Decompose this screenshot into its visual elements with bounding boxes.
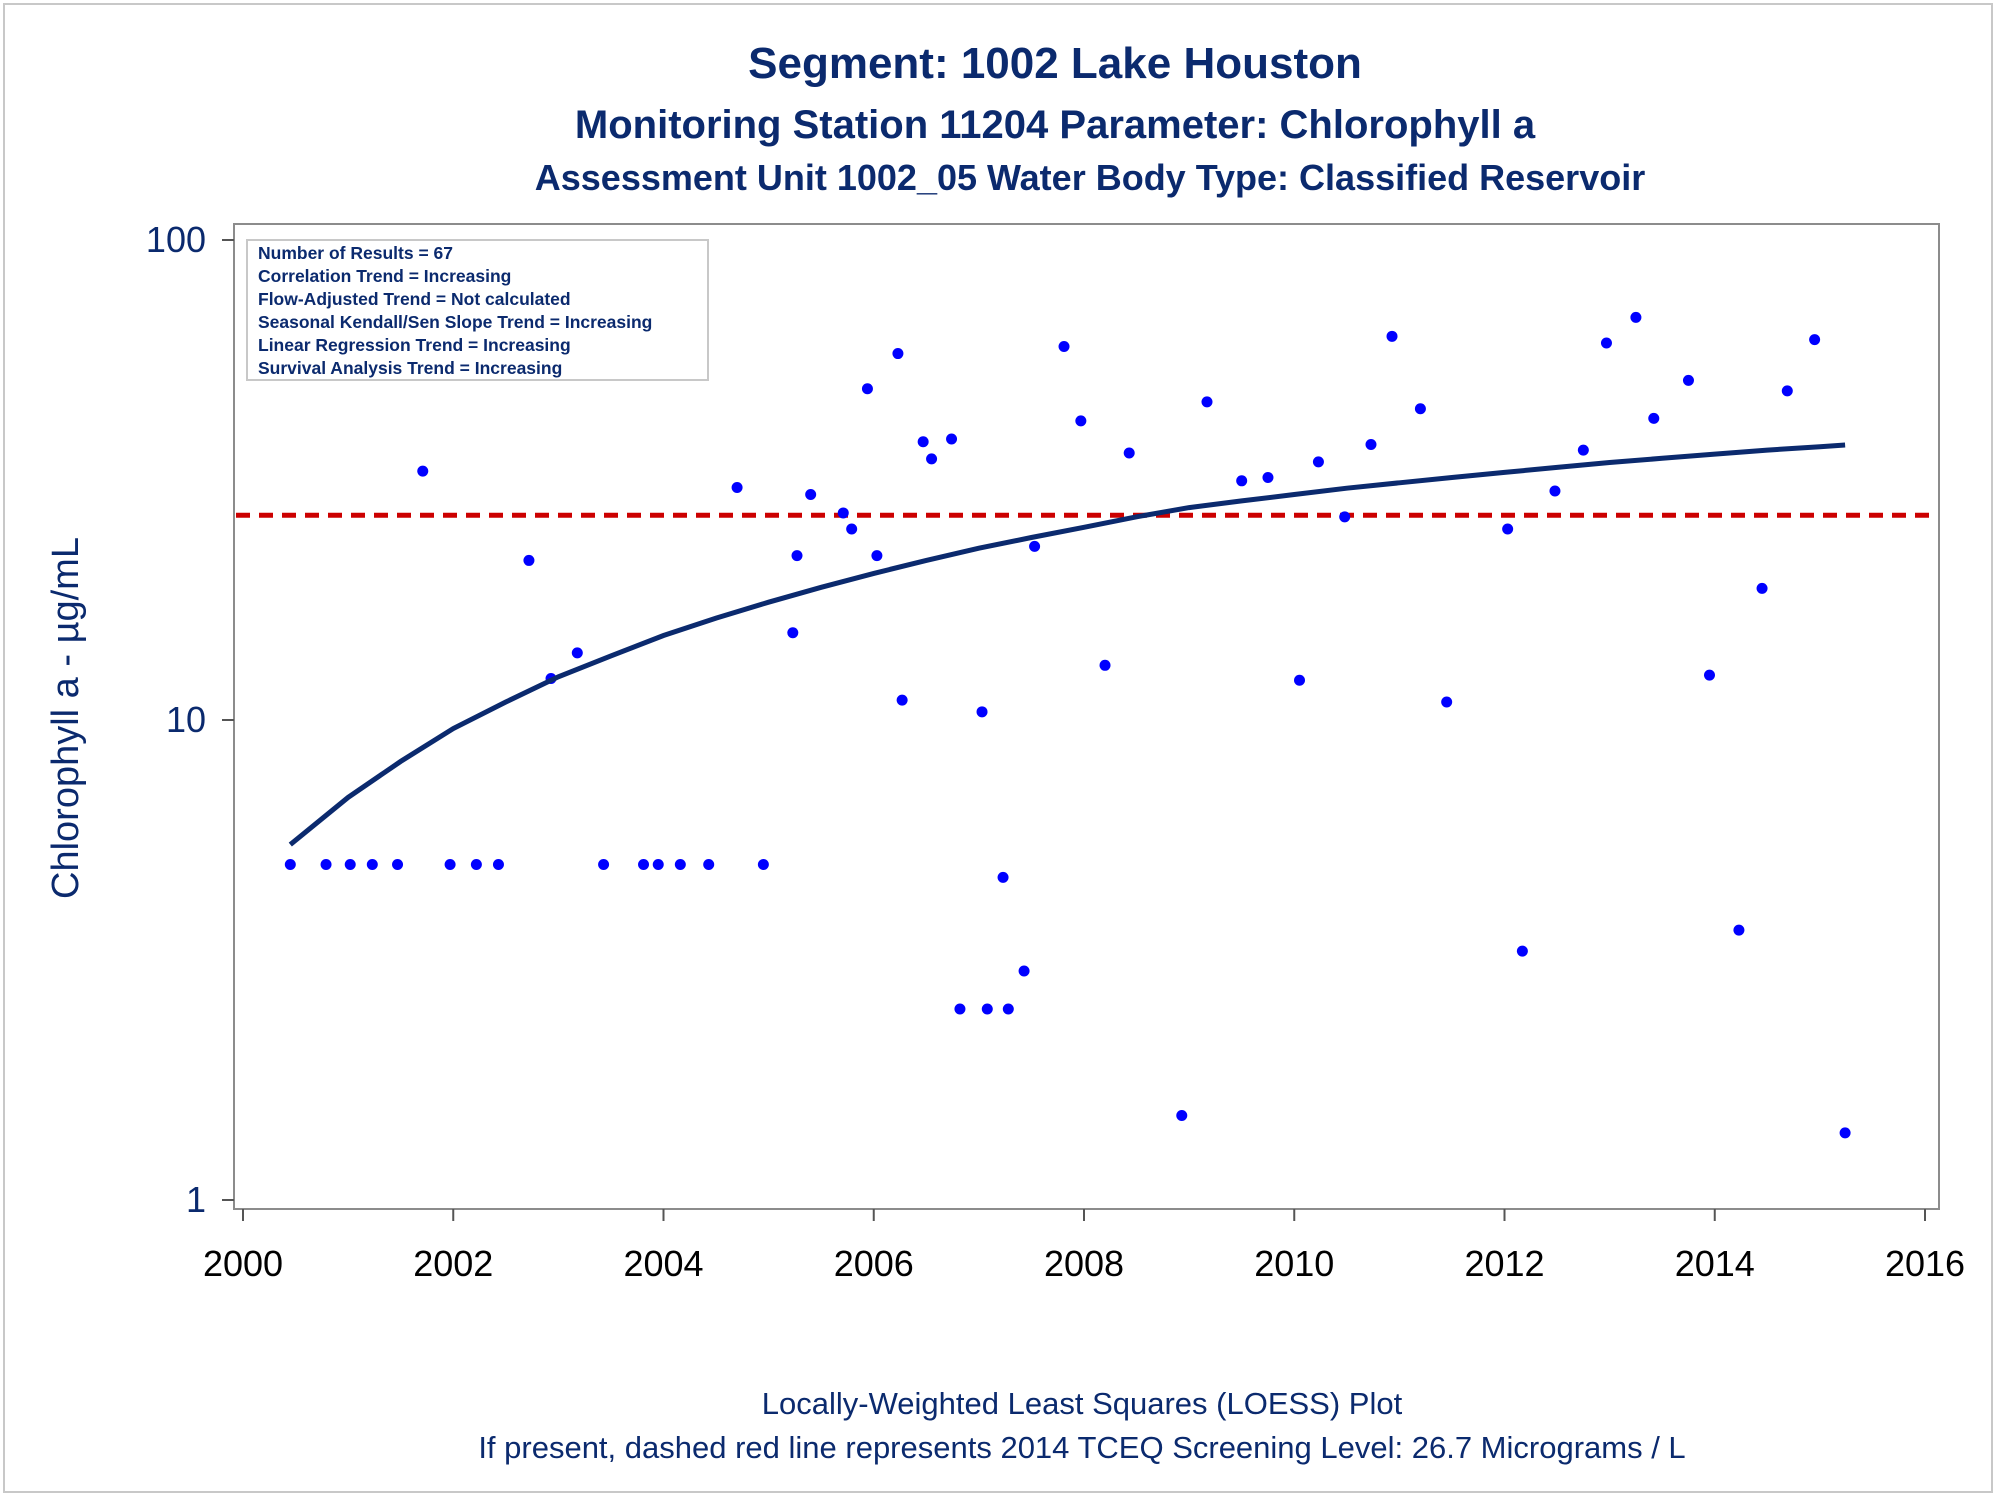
data-point xyxy=(571,647,583,659)
data-point xyxy=(1809,334,1821,346)
data-point xyxy=(846,523,858,535)
data-point xyxy=(284,858,296,870)
data-point xyxy=(1502,523,1514,535)
data-point xyxy=(1600,337,1612,349)
data-point xyxy=(731,482,743,494)
data-point xyxy=(787,627,799,639)
data-point xyxy=(837,507,849,519)
data-point xyxy=(871,550,883,562)
inset-line-4: Seasonal Kendall/Sen Slope Trend = Incre… xyxy=(258,312,652,332)
data-point xyxy=(1058,340,1070,352)
data-point xyxy=(757,858,769,870)
data-point xyxy=(703,858,715,870)
data-point xyxy=(1781,385,1793,397)
data-point xyxy=(1099,659,1111,671)
data-point xyxy=(1441,696,1453,708)
y-tick-label: 1 xyxy=(186,1179,206,1220)
data-point xyxy=(1002,1003,1014,1015)
data-point xyxy=(652,858,664,870)
data-point xyxy=(392,858,404,870)
data-point xyxy=(598,858,610,870)
data-point xyxy=(946,433,958,445)
inset-line-2: Correlation Trend = Increasing xyxy=(258,266,511,286)
footnote-1: Locally-Weighted Least Squares (LOESS) P… xyxy=(762,1386,1403,1421)
inset-line-1: Number of Results = 67 xyxy=(258,243,453,263)
data-point xyxy=(1029,540,1041,552)
data-point xyxy=(1516,945,1528,957)
data-point xyxy=(1386,330,1398,342)
inset-line-5: Linear Regression Trend = Increasing xyxy=(258,335,571,355)
data-point xyxy=(805,488,817,500)
data-point xyxy=(523,554,535,566)
y-tick-label: 10 xyxy=(166,699,206,740)
x-tick-label: 2006 xyxy=(834,1243,914,1284)
chart-subtitle-2: Assessment Unit 1002_05 Water Body Type:… xyxy=(535,157,1645,198)
data-point xyxy=(892,348,904,360)
x-tick-label: 2008 xyxy=(1044,1243,1124,1284)
data-point xyxy=(1294,674,1306,686)
data-point xyxy=(444,858,456,870)
data-point xyxy=(1839,1127,1851,1139)
data-point xyxy=(1630,311,1642,323)
data-point xyxy=(1018,965,1030,977)
inset-line-6: Survival Analysis Trend = Increasing xyxy=(258,358,562,378)
data-point xyxy=(1339,511,1351,523)
data-point xyxy=(1682,374,1694,386)
data-point xyxy=(470,858,482,870)
data-point xyxy=(954,1003,966,1015)
data-point xyxy=(1756,582,1768,594)
data-point xyxy=(1176,1109,1188,1121)
data-point xyxy=(926,453,938,465)
x-tick-label: 2000 xyxy=(203,1243,283,1284)
chart-subtitle: Monitoring Station 11204 Parameter: Chlo… xyxy=(575,103,1536,147)
chart-frame xyxy=(3,3,1993,1493)
data-point xyxy=(997,871,1009,883)
x-tick-label: 2014 xyxy=(1675,1243,1755,1284)
data-point xyxy=(1577,444,1589,456)
data-point xyxy=(492,858,504,870)
data-point xyxy=(1201,396,1213,408)
x-tick-label: 2010 xyxy=(1254,1243,1334,1284)
data-point xyxy=(791,550,803,562)
data-point xyxy=(917,436,929,448)
trend-info-box xyxy=(246,239,709,381)
data-point xyxy=(1312,456,1324,468)
x-tick-label: 2012 xyxy=(1464,1243,1544,1284)
data-point xyxy=(638,858,650,870)
y-axis-label: Chlorophyll a - µg/mL xyxy=(45,537,87,899)
data-point xyxy=(1414,403,1426,415)
plot-area xyxy=(233,223,1940,1210)
x-tick-label: 2016 xyxy=(1885,1243,1965,1284)
data-point xyxy=(976,706,988,718)
data-point xyxy=(366,858,378,870)
data-point xyxy=(320,858,332,870)
data-point xyxy=(1648,412,1660,424)
x-tick-label: 2004 xyxy=(623,1243,703,1284)
data-point xyxy=(344,858,356,870)
footnote-2: If present, dashed red line represents 2… xyxy=(478,1430,1685,1465)
data-point xyxy=(1123,447,1135,459)
data-point xyxy=(1733,924,1745,936)
data-point xyxy=(1703,669,1715,681)
data-point xyxy=(1075,415,1087,427)
data-points xyxy=(284,311,1851,1139)
chart-title: Segment: 1002 Lake Houston xyxy=(748,39,1362,88)
data-point xyxy=(1262,472,1274,484)
loess-trend-line xyxy=(288,442,1846,847)
data-point xyxy=(417,465,429,477)
data-point xyxy=(896,694,908,706)
inset-line-3: Flow-Adjusted Trend = Not calculated xyxy=(258,289,571,309)
data-point xyxy=(1549,485,1561,497)
data-point xyxy=(981,1003,993,1015)
data-point xyxy=(1365,438,1377,450)
data-point xyxy=(861,383,873,395)
x-axis: 2000 2002 2004 2006 2008 2010 2012 2014 2016 xyxy=(203,1209,1965,1284)
data-point xyxy=(674,858,686,870)
y-axis: 1 10 100 xyxy=(146,219,234,1220)
x-tick-label: 2002 xyxy=(413,1243,493,1284)
y-tick-label: 100 xyxy=(146,219,206,260)
data-point xyxy=(1236,475,1248,487)
